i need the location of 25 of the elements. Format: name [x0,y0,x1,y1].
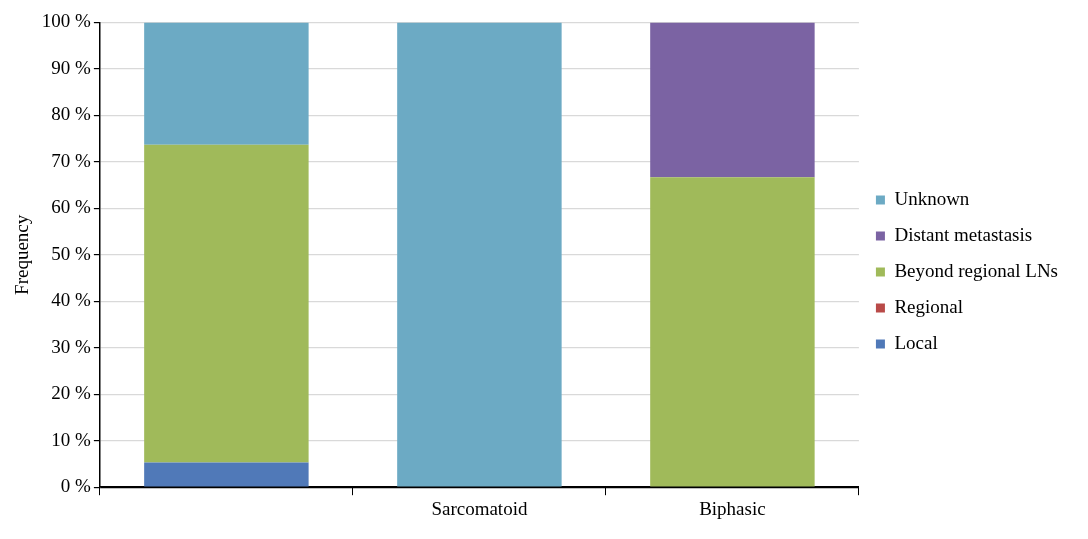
bar [650,22,815,178]
legend-label: Distant metastasis [894,223,1033,245]
y-tick-label: 100 % [41,10,92,32]
y-tick-label: 10 % [51,428,92,450]
y-axis-title: Frequency [11,214,33,295]
y-tick-label: 60 % [51,196,92,218]
y-tick-label: 0 % [60,475,92,497]
legend-label: Local [894,331,938,353]
bar [144,144,309,463]
bar [144,462,309,487]
legend-label: Unknown [894,187,970,209]
bar [650,177,815,487]
y-tick-label: 50 % [51,242,92,264]
x-tick-label: Biphasic [699,497,766,519]
y-tick-label: 20 % [51,382,92,404]
y-tick-label: 40 % [51,289,92,311]
legend-label: Beyond regional LNs [894,259,1058,281]
bar [397,22,562,487]
y-tick-label: 80 % [51,103,92,125]
legend-label: Regional [894,295,964,317]
y-tick-label: 90 % [51,56,92,78]
y-tick-label: 70 % [51,149,92,171]
bar [144,22,309,145]
y-tick-label: 30 % [51,335,92,357]
x-tick-label: Sarcomatoid [431,497,528,519]
